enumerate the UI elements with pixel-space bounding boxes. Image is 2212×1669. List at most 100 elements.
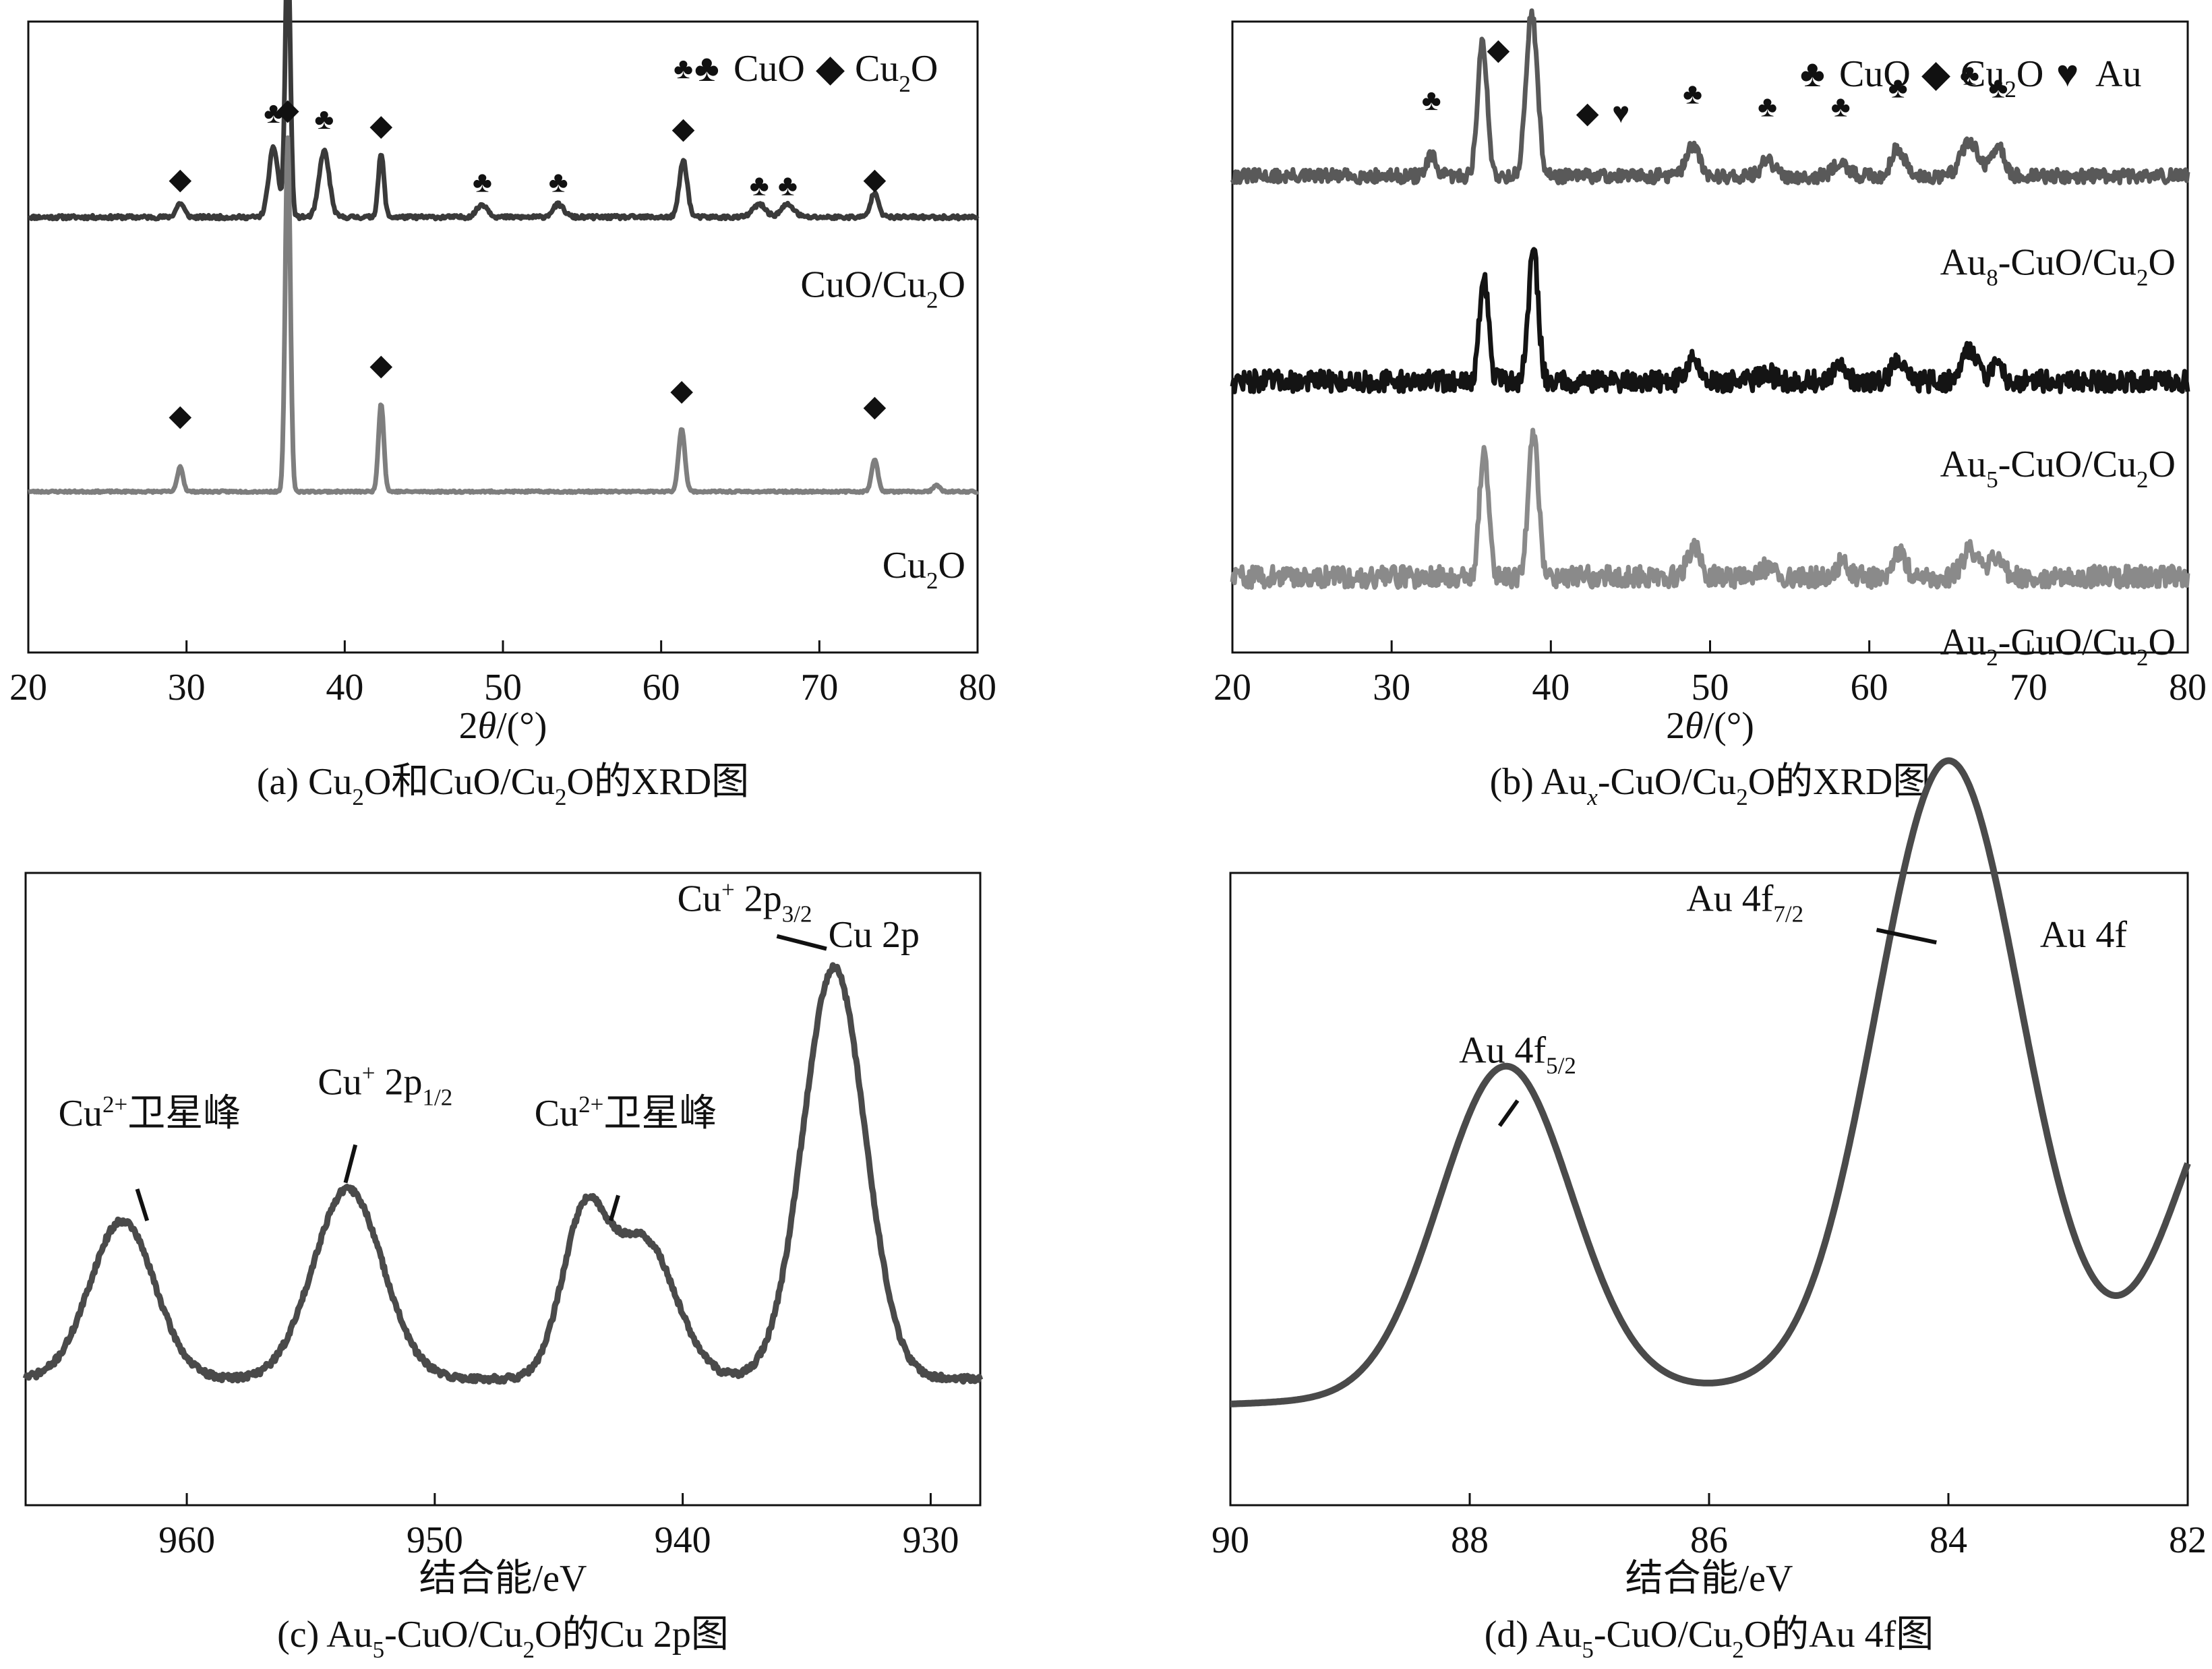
x-tick-label: 20 <box>1214 667 1251 708</box>
peak-annotation: Cu2+卫星峰 <box>535 1091 717 1134</box>
x-axis-label: 2θ/(°) <box>1666 705 1754 747</box>
peak-marker: ♣ <box>1831 90 1851 123</box>
plot-frame <box>27 20 979 654</box>
x-tick-label: 40 <box>326 667 363 708</box>
annotation-leader <box>1497 1099 1520 1127</box>
legend-label: Cu2O <box>1961 53 2043 102</box>
annotation-leader <box>343 1144 358 1184</box>
legend-symbol: ♣ <box>1800 53 1825 95</box>
plot-frame <box>1229 872 2189 1507</box>
plot-frame <box>24 872 982 1507</box>
panel-b-xrd-aux: 20 30 40 50 60 70 80 2θ/(°) (b) Aux-CuO/Cu2O的XRD… <box>1214 8 2207 810</box>
x-tick-label: 90 <box>1212 1519 1249 1561</box>
series-line <box>1228 757 2191 1407</box>
peak-marker: ♣ <box>549 166 568 199</box>
peak-marker: ◆ <box>1487 33 1509 66</box>
panel-caption: (b) Aux-CuO/Cu2O的XRD图 <box>1490 761 1931 810</box>
x-tick-label: 70 <box>800 667 838 708</box>
peak-annotation: Cu+ 2p1/2 <box>318 1060 452 1110</box>
peak-marker: ♥ <box>1612 96 1630 129</box>
peak-marker: ◆ <box>276 93 299 126</box>
panel-c-xps-cu2p: 960 950 940 930 结合能/eV (c) Au5-CuO/Cu2O的Cu 2p… <box>22 872 984 1663</box>
x-tick-label: 30 <box>168 667 206 708</box>
panel-a-xrd-cu2o: 20 30 40 50 60 70 80 2θ/(°) (a) Cu2O和CuO/Cu2O的XR… <box>9 0 996 810</box>
peak-annotation: Au 4f5/2 <box>1459 1029 1576 1079</box>
peak-marker: ♣ <box>314 102 334 135</box>
panel-caption: (a) Cu2O和CuO/Cu2O的XRD图 <box>257 761 749 810</box>
x-tick-label: 80 <box>959 667 996 708</box>
annotation-leader <box>609 1194 620 1221</box>
series-label: Cu2O <box>883 545 965 594</box>
peak-marker: ◆ <box>672 112 695 145</box>
legend-symbol: ♣ <box>694 48 719 90</box>
x-tick-label: 30 <box>1373 667 1410 708</box>
peak-marker: ◆ <box>1576 96 1599 129</box>
x-tick-label: 60 <box>642 667 680 708</box>
series-line <box>1230 427 2190 590</box>
peak-marker: ♣ <box>778 169 798 202</box>
x-axis-label: 结合能/eV <box>1625 1558 1793 1600</box>
peak-marker: ◆ <box>169 399 191 432</box>
panel-caption: (c) Au5-CuO/Cu2O的Cu 2p图 <box>277 1614 729 1663</box>
x-tick-label: 84 <box>1930 1519 1967 1561</box>
x-axis-label: 2θ/(°) <box>459 705 547 747</box>
x-tick-label: 70 <box>2010 667 2047 708</box>
plot-frame <box>1231 20 2189 654</box>
series-line <box>27 135 980 495</box>
peak-marker: ◆ <box>864 162 887 195</box>
chart-title: Au 4f <box>2040 914 2127 956</box>
annotation-leader <box>135 1188 150 1221</box>
legend-label: Au <box>2095 53 2141 95</box>
peak-annotation: Au 4f7/2 <box>1686 878 1803 927</box>
series-label: Au8-CuO/Cu2O <box>1940 242 2176 291</box>
peak-marker: ♣ <box>1888 71 1908 104</box>
series-line <box>22 962 984 1385</box>
legend-symbol: ♥ <box>2056 53 2079 95</box>
peak-marker: ♣ <box>1758 90 1777 123</box>
peak-marker: ♣ <box>473 166 492 199</box>
x-tick-label: 86 <box>1690 1519 1728 1561</box>
peak-marker: ♣ <box>1960 59 1979 92</box>
x-tick-label: 82 <box>2169 1519 2207 1561</box>
peak-marker: ♣ <box>1683 78 1702 111</box>
peak-marker: ◆ <box>369 109 392 142</box>
x-tick-label: 80 <box>2169 667 2207 708</box>
peak-marker: ◆ <box>670 374 693 407</box>
legend-label: CuO <box>1839 53 1911 95</box>
chart-title: Cu 2p <box>829 914 920 956</box>
x-tick-label: 960 <box>158 1519 215 1561</box>
x-axis-label: 结合能/eV <box>419 1558 587 1600</box>
legend-label: CuO <box>734 48 805 90</box>
panel-d-xps-au4f: 90 88 86 84 82 结合能/eV (d) Au5-CuO/Cu2O的Au 4f图 A… <box>1212 757 2207 1663</box>
series-label: Au2-CuO/Cu2O <box>1940 621 2176 671</box>
panel-caption: (d) Au5-CuO/Cu2O的Au 4f图 <box>1485 1614 1934 1663</box>
series-line <box>1230 8 2190 185</box>
annotation-leader <box>1876 928 1937 945</box>
peak-annotation: Cu2+卫星峰 <box>59 1091 241 1134</box>
peak-annotation: Cu+ 2p3/2 <box>678 876 812 927</box>
x-tick-label: 930 <box>902 1519 959 1561</box>
x-tick-label: 50 <box>484 667 522 708</box>
legend-symbol: ◆ <box>816 48 845 90</box>
x-tick-label: 20 <box>9 667 47 708</box>
x-tick-label: 940 <box>655 1519 711 1561</box>
x-tick-label: 88 <box>1451 1519 1489 1561</box>
peak-marker: ♣ <box>750 169 769 202</box>
peak-marker: ◆ <box>369 348 392 382</box>
series-label: CuO/Cu2O <box>800 264 965 313</box>
peak-marker: ♣ <box>674 52 693 85</box>
peak-marker: ♣ <box>264 96 283 129</box>
peak-marker: ♣ <box>1989 71 2008 104</box>
legend-symbol: ◆ <box>1921 53 1950 95</box>
series-label: Au5-CuO/Cu2O <box>1940 444 2176 493</box>
x-tick-label: 950 <box>407 1519 463 1561</box>
series-line <box>27 0 980 222</box>
peak-marker: ◆ <box>169 162 191 195</box>
x-tick-label: 50 <box>1692 667 1729 708</box>
series-line <box>1230 247 2190 394</box>
peak-marker: ◆ <box>864 390 887 423</box>
annotation-leader <box>776 934 827 951</box>
legend-label: Cu2O <box>855 48 938 97</box>
x-tick-label: 40 <box>1532 667 1570 708</box>
